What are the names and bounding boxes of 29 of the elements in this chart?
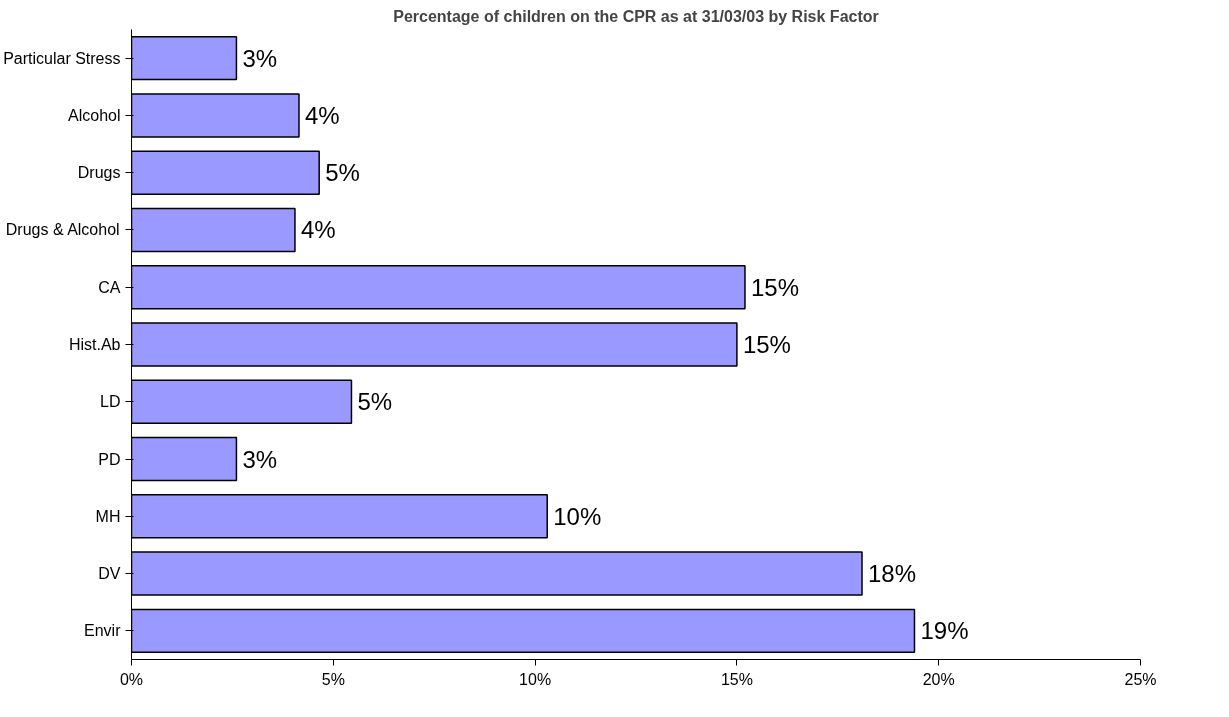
data-label: 10%: [553, 502, 602, 530]
chart-title: Percentage of children on the CPR as at 31/03/03 by Risk Factor: [393, 7, 879, 25]
data-label: 3%: [242, 44, 278, 72]
y-tick-label: MH: [95, 507, 121, 525]
data-label: 19%: [920, 617, 969, 645]
data-label: 4%: [304, 101, 340, 129]
x-tick-label: 25%: [1124, 670, 1157, 688]
x-tick-label: 0%: [119, 670, 144, 688]
x-tick-label: 15%: [720, 670, 753, 688]
y-tick-label: Alcohol: [68, 106, 121, 124]
x-tick-label: 10%: [519, 670, 552, 688]
y-tick-label: LD: [100, 393, 121, 411]
data-label: 5%: [357, 388, 393, 416]
y-tick-label: Drugs: [77, 164, 121, 182]
data-label: 3%: [242, 445, 278, 473]
y-tick-label: Hist.Ab: [68, 336, 121, 353]
data-label: 4%: [300, 216, 336, 244]
data-label: 15%: [750, 273, 800, 301]
y-tick-label: Drugs & Alcohol: [5, 221, 120, 239]
data-label: 18%: [868, 560, 917, 588]
y-tick-label: DV: [98, 565, 121, 583]
y-tick-label: PD: [98, 450, 121, 468]
y-tick-label: CA: [98, 278, 121, 296]
x-tick-label: 20%: [922, 670, 955, 688]
y-tick-label: Envir: [84, 622, 122, 640]
x-tick-label: 5%: [321, 670, 345, 688]
data-label: 15%: [742, 331, 791, 358]
y-tick-label: Particular Stress: [3, 49, 121, 67]
data-label: 5%: [325, 159, 360, 187]
